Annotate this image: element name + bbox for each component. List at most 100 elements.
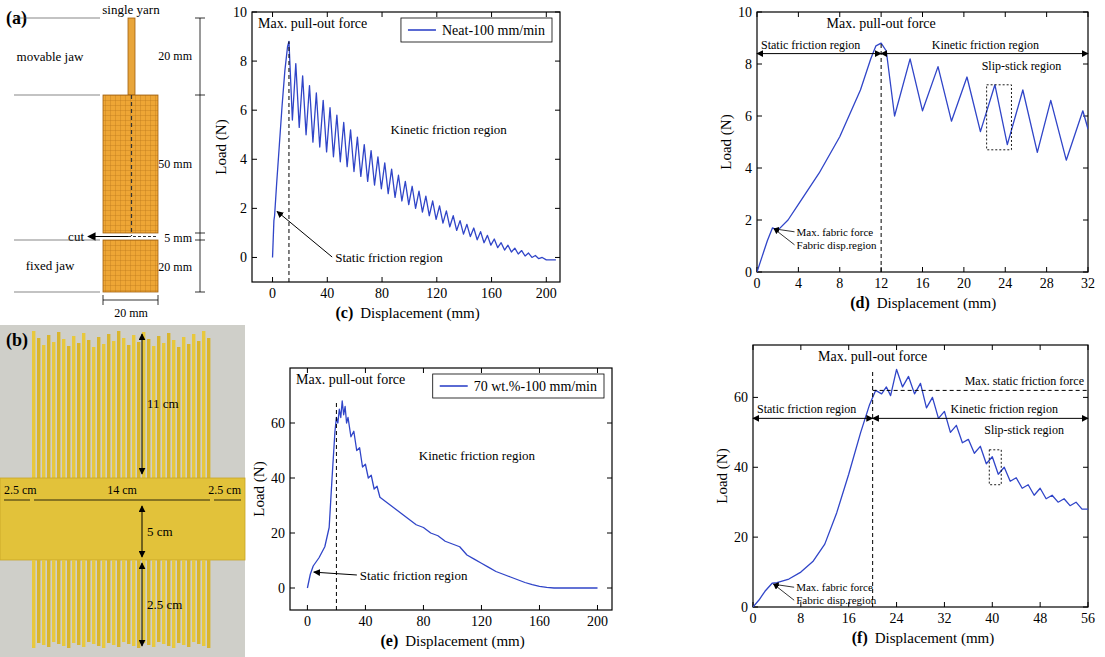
yarn-strip xyxy=(182,337,185,478)
panel-letter: (a) xyxy=(6,8,27,29)
chart-panel: 024681004080120160200Displacement (mm)(c… xyxy=(213,5,560,322)
x-tick-top xyxy=(992,345,993,350)
yarn-strip-bottom xyxy=(117,560,120,647)
dimension-tick xyxy=(195,292,205,293)
yarn-strip-bottom xyxy=(187,560,190,647)
yarn-strip xyxy=(52,342,55,478)
yarn-strip-bottom xyxy=(127,560,130,644)
margin-dimension xyxy=(214,500,241,501)
y-tick-right xyxy=(1083,64,1088,65)
x-tick-label: 0 xyxy=(750,611,757,626)
x-tick-top xyxy=(1088,345,1089,350)
region-label: Kinetic friction region xyxy=(932,38,1039,52)
x-tick-top xyxy=(1040,345,1041,350)
yarn-strip-bottom xyxy=(82,560,85,647)
plot-frame xyxy=(753,345,1088,607)
x-tick xyxy=(1005,267,1006,272)
legend-label: Neat-100 mm/min xyxy=(442,23,545,38)
x-tick xyxy=(944,602,945,607)
y-tick-label: 60 xyxy=(734,390,748,405)
x-tick-label: 24 xyxy=(890,611,904,626)
region-label: Static friction region xyxy=(360,568,468,583)
x-tick-label: 120 xyxy=(426,286,447,301)
yarn-label: single yarn xyxy=(102,2,160,17)
width-dimension xyxy=(34,500,210,501)
x-tick xyxy=(597,605,598,610)
x-tick-label: 40 xyxy=(985,611,999,626)
x-tick-label: 0 xyxy=(269,286,276,301)
panel-letter: (c) xyxy=(335,304,353,322)
region-arrow xyxy=(873,418,1088,419)
x-tick-top xyxy=(481,368,482,373)
yarn-strip xyxy=(187,344,190,478)
y-tick-label: 4 xyxy=(745,161,752,176)
yarn-strip-bottom xyxy=(202,560,205,646)
peak-line xyxy=(288,41,289,282)
y-tick-right xyxy=(1083,272,1088,273)
y-tick-label: 60 xyxy=(271,416,285,431)
y-tick-right xyxy=(607,423,612,424)
fabric-label: Fabric disp.region xyxy=(796,594,877,606)
fabric-band xyxy=(0,478,245,560)
load-curve xyxy=(753,369,1088,607)
photo-label: 2.5 cm xyxy=(147,597,182,612)
dimension-line xyxy=(200,18,201,292)
yarn-strip-bottom xyxy=(52,560,55,642)
y-tick-label: 4 xyxy=(240,152,247,167)
x-tick-label: 32 xyxy=(1081,276,1095,291)
x-tick-top xyxy=(491,12,492,17)
y-tick xyxy=(290,478,295,479)
yarn-strip xyxy=(112,341,115,478)
load-curve xyxy=(757,43,1088,272)
yarn-strip xyxy=(37,338,40,478)
y-tick xyxy=(252,61,257,62)
peak-line xyxy=(881,43,882,272)
x-tick-top xyxy=(436,12,437,17)
width-tick xyxy=(103,295,104,305)
peak-label: Max. pull-out force xyxy=(258,16,367,31)
slip-stick-label: Slip-stick region xyxy=(982,59,1062,73)
dimension-label: 5 mm xyxy=(164,231,192,245)
x-tick xyxy=(481,605,482,610)
x-tick xyxy=(1088,267,1089,272)
y-tick-label: 0 xyxy=(240,250,247,265)
y-tick xyxy=(753,397,758,398)
yarn-strip xyxy=(67,346,70,478)
yarn-strip-bottom xyxy=(102,560,105,648)
fabric xyxy=(103,95,158,233)
x-tick-top xyxy=(757,12,758,17)
dimension-label: 50 mm xyxy=(158,157,192,171)
x-tick-top xyxy=(546,12,547,17)
static-force-line xyxy=(873,390,1088,391)
yarn-path xyxy=(131,95,132,236)
photo-background xyxy=(0,325,245,657)
x-tick xyxy=(307,605,308,610)
y-tick xyxy=(757,12,762,13)
yarn-strip xyxy=(102,344,105,478)
x-tick-top xyxy=(1046,12,1047,17)
region-pointer xyxy=(277,211,332,257)
yarn-strip xyxy=(92,347,95,478)
y-tick-right xyxy=(607,478,612,479)
x-tick-label: 16 xyxy=(842,611,856,626)
x-tick xyxy=(546,277,547,282)
photo-label: 11 cm xyxy=(147,396,179,411)
yarn-strip-bottom xyxy=(197,560,200,644)
y-tick-label: 40 xyxy=(734,460,748,475)
photo-label: 5 cm xyxy=(147,524,173,539)
x-axis-title: Displacement (mm) xyxy=(877,295,997,312)
yarn-strip xyxy=(177,347,180,478)
y-tick-right xyxy=(1083,12,1088,13)
plot-frame xyxy=(290,368,612,610)
region-label: Static friction region xyxy=(761,38,860,52)
yarn-strip-bottom xyxy=(77,560,80,645)
yarn-strip xyxy=(197,341,200,478)
figure: 024681004080120160200Displacement (mm)(c… xyxy=(0,0,1105,657)
yarn-strip-bottom xyxy=(112,560,115,645)
x-tick-label: 4 xyxy=(795,276,802,291)
y-tick-label: 8 xyxy=(240,54,247,69)
panel-letter: (d) xyxy=(850,294,870,312)
y-tick xyxy=(757,64,762,65)
x-tick-label: 120 xyxy=(471,614,492,629)
cut-label: cut xyxy=(68,229,84,244)
